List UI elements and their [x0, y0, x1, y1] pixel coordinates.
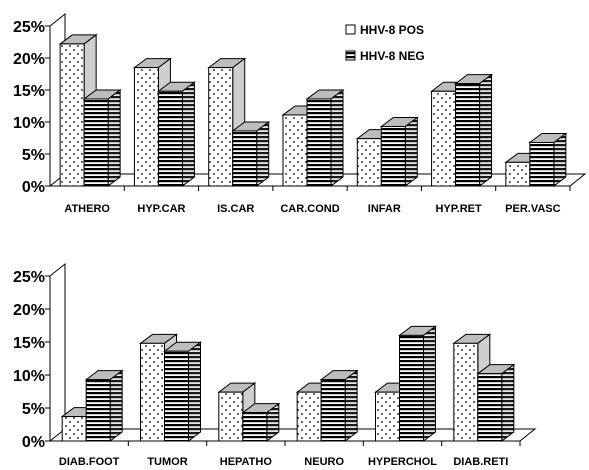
bar-neg-front — [232, 130, 258, 187]
y-tick-label: 0% — [22, 434, 45, 451]
legend: HHV-8 POS HHV-8 NEG — [345, 23, 425, 63]
x-tick-label: NEURO — [304, 456, 344, 468]
y-tick-label: 25% — [13, 269, 45, 286]
bar-neg — [156, 81, 196, 187]
bar-pos-front — [431, 90, 457, 187]
bar-neg-side — [109, 369, 123, 442]
bar-neg-front — [157, 90, 183, 187]
bar-pos-front — [453, 342, 479, 442]
chart-1: 0% 5% 10% 15% 20% 25% ATHERO HYP.CAR IS.CAR CAR.C… — [13, 12, 587, 215]
bar-neg-front — [306, 98, 332, 187]
x-tick-label: HYP.CAR — [137, 203, 185, 215]
bar-neg — [319, 369, 359, 442]
bar-neg-front — [83, 98, 109, 187]
bar-neg — [241, 402, 281, 442]
x-tick-label: INFAR — [368, 203, 401, 215]
x-tick-label: ATHERO — [64, 203, 110, 215]
x-tick-label: HEPATHO — [220, 456, 273, 468]
legend-neg-label: HHV-8 NEG — [360, 49, 425, 63]
bar-neg-front — [320, 379, 346, 442]
x-tick-label: DIAB.FOOT — [59, 456, 120, 468]
bar-neg — [305, 88, 345, 187]
bar-neg-side — [188, 341, 201, 442]
bar-pos-front — [282, 114, 308, 187]
bar-neg-front — [529, 141, 555, 187]
bar-pos-front — [296, 391, 322, 442]
bar-neg-front — [399, 334, 424, 442]
x-tick-label: TUMOR — [147, 456, 187, 468]
y-tick-label: 15% — [13, 83, 45, 100]
x-tick-label: PER.VASC — [505, 203, 560, 215]
legend-pos-label: HHV-8 POS — [360, 23, 424, 37]
bar-pos-front — [356, 138, 382, 187]
x-tick-label: CAR.COND — [280, 203, 339, 215]
bar-neg-side — [479, 73, 493, 187]
bar-neg-front — [242, 412, 268, 442]
bar-neg-side — [423, 325, 436, 442]
bar-neg — [84, 369, 124, 442]
bar-neg-front — [455, 83, 481, 187]
bar-pos-front — [218, 391, 244, 442]
bar-pos-front — [140, 342, 165, 442]
bar-neg-front — [477, 373, 503, 442]
bar-neg-side — [501, 363, 515, 443]
bar-neg-front — [380, 125, 406, 187]
chart-2: 0% 5% 10% 15% 20% 25% DIAB.FOOT TUMOR HEPATHO NEU… — [13, 262, 537, 468]
bar-neg — [82, 88, 122, 187]
bar-neg — [454, 73, 494, 187]
x-tick-label: IS.CAR — [217, 203, 254, 215]
bar-neg — [231, 120, 271, 187]
x-tick-label: DIAB.RETI — [453, 456, 508, 468]
bar-pos-front — [375, 391, 400, 442]
bar-neg — [379, 116, 419, 187]
bar-neg — [476, 363, 516, 443]
bar-pos-front — [61, 416, 87, 442]
x-tick-label: HYP.RET — [435, 203, 482, 215]
y-tick-label: 0% — [22, 179, 45, 196]
bar-neg-front — [85, 379, 111, 442]
legend-pos-swatch — [345, 24, 356, 35]
y-tick-label: 10% — [13, 115, 45, 132]
bar-neg-side — [344, 369, 358, 442]
y-tick-label: 5% — [22, 401, 45, 418]
bar-neg-side — [553, 132, 567, 187]
bar-neg-side — [181, 81, 195, 187]
y-tick-label: 20% — [13, 302, 45, 319]
y-tick-label: 5% — [22, 147, 45, 164]
y-tick-label: 10% — [13, 368, 45, 385]
y-tick-label: 15% — [13, 335, 45, 352]
y-tick-label: 20% — [13, 51, 45, 68]
bar-neg — [528, 132, 568, 187]
bar-pos-front — [59, 43, 85, 187]
bar-neg-side — [107, 88, 121, 187]
y-axis-wall — [49, 262, 66, 429]
y-tick-label: 25% — [13, 19, 45, 36]
bar-neg-side — [256, 120, 270, 187]
bar-neg — [398, 325, 437, 442]
x-tick-label: HYPERCHOL — [368, 456, 437, 468]
bar-pos-front — [133, 67, 159, 187]
legend-neg-swatch — [345, 50, 356, 61]
bar-neg — [163, 341, 202, 442]
bar-neg-side — [404, 116, 418, 187]
bar-neg-side — [330, 88, 344, 187]
bar-neg-front — [164, 350, 189, 442]
bar-pos-front — [505, 161, 531, 187]
bar-pos-front — [208, 67, 234, 187]
